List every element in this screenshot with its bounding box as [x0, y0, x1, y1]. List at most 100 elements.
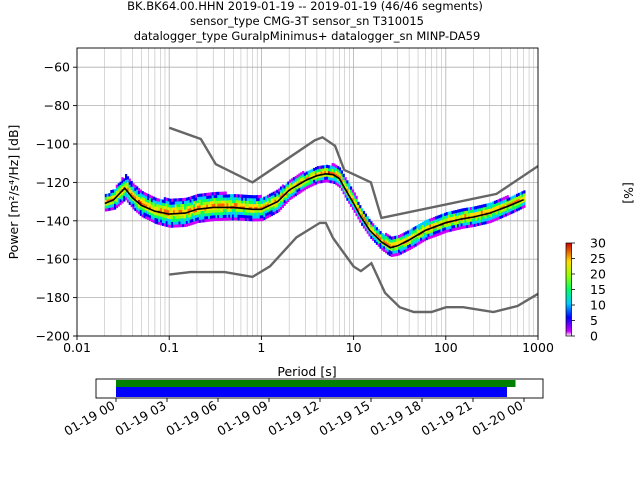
- histogram-cell: [353, 209, 356, 213]
- histogram-cell: [342, 176, 345, 180]
- histogram-cell: [187, 202, 190, 206]
- histogram-cell: [434, 230, 437, 234]
- histogram-cell: [276, 189, 279, 193]
- histogram-cell: [150, 195, 154, 199]
- histogram-cell: [128, 184, 131, 188]
- histogram-cell: [208, 212, 211, 216]
- histogram-cell: [235, 197, 238, 201]
- histogram-cell: [333, 180, 336, 184]
- histogram-cell: [147, 208, 150, 212]
- histogram-cell: [257, 215, 260, 219]
- histogram-cell: [385, 235, 388, 239]
- histogram-cell: [200, 193, 203, 197]
- histogram-cell: [147, 202, 150, 206]
- histogram-cell: [296, 180, 299, 184]
- histogram-cell: [346, 183, 349, 187]
- histogram-cell: [335, 173, 338, 177]
- histogram-cell: [495, 205, 498, 209]
- histogram-cell: [386, 237, 390, 241]
- histogram-cell: [298, 187, 301, 191]
- histogram-cell: [361, 211, 364, 215]
- histogram-cell: [296, 177, 299, 181]
- histogram-cell: [490, 208, 493, 212]
- histogram-cell: [440, 231, 443, 235]
- histogram-cell: [154, 220, 157, 224]
- histogram-cell: [305, 171, 308, 175]
- histogram-cell: [508, 203, 511, 207]
- histogram-cell: [490, 213, 493, 218]
- histogram-cell: [215, 209, 218, 213]
- histogram-cell: [455, 210, 458, 214]
- histogram-cell: [315, 181, 318, 185]
- histogram-cell: [185, 200, 189, 204]
- histogram-cell: [139, 195, 142, 199]
- histogram-cell: [357, 201, 360, 205]
- histogram-cell: [217, 203, 220, 207]
- histogram-cell: [130, 189, 133, 193]
- histogram-cell: [233, 214, 236, 218]
- histogram-cell: [263, 214, 266, 218]
- histogram-cell: [307, 185, 310, 189]
- histogram-cell: [143, 215, 146, 219]
- histogram-cell: [436, 215, 439, 219]
- histogram-cell: [471, 218, 474, 222]
- histogram-cell: [457, 215, 460, 219]
- histogram-cell: [222, 194, 225, 198]
- histogram-cell: [462, 214, 465, 218]
- histogram-cell: [193, 203, 196, 207]
- histogram-cell: [198, 219, 201, 223]
- colorbar-label: [%]: [621, 182, 636, 204]
- histogram-cell: [480, 216, 484, 220]
- histogram-cell: [379, 242, 382, 246]
- histogram-cell: [423, 223, 426, 227]
- histogram-cell: [479, 222, 482, 226]
- histogram-cell: [396, 247, 399, 251]
- figure-title: BK.BK64.00.HHN 2019-01-19 -- 2019-01-19 …: [127, 0, 483, 43]
- histogram-cell: [176, 206, 179, 211]
- histogram-cell: [466, 207, 469, 211]
- histogram-cell: [340, 179, 343, 183]
- histogram-cell: [145, 193, 148, 197]
- histogram-cell: [121, 197, 124, 201]
- histogram-cell: [501, 214, 504, 219]
- histogram-cell: [145, 204, 148, 208]
- histogram-cell: [208, 218, 211, 222]
- histogram-cell: [405, 248, 408, 252]
- histogram-cell: [230, 202, 233, 206]
- histogram-cell: [130, 180, 133, 185]
- histogram-cell: [150, 198, 154, 202]
- histogram-cell: [110, 204, 113, 208]
- histogram-cell: [469, 224, 473, 228]
- histogram-cell: [143, 206, 146, 210]
- histogram-cell: [259, 203, 262, 207]
- histogram-cell: [313, 173, 316, 177]
- histogram-cell: [136, 203, 139, 207]
- histogram-cell: [261, 209, 264, 213]
- histogram-cell: [228, 208, 231, 212]
- timeline-frame: [95, 378, 544, 399]
- histogram-cell: [351, 198, 355, 202]
- histogram-cell: [305, 185, 308, 190]
- histogram-cell: [171, 215, 174, 220]
- histogram-cell: [158, 221, 161, 225]
- histogram-cell: [412, 230, 415, 234]
- histogram-cell: [521, 199, 524, 203]
- histogram-cell: [416, 228, 419, 232]
- histogram-cell: [241, 217, 244, 221]
- histogram-cell: [226, 214, 229, 218]
- histogram-cell: [292, 191, 295, 195]
- histogram-cell: [410, 239, 414, 244]
- histogram-cell: [473, 209, 476, 213]
- histogram-cell: [357, 207, 360, 211]
- histogram-cell: [219, 194, 222, 198]
- histogram-cell: [493, 200, 496, 204]
- histogram-cell: [126, 185, 130, 189]
- histogram-cell: [180, 200, 183, 205]
- histogram-cell: [335, 170, 338, 174]
- histogram-cell: [460, 223, 463, 227]
- histogram-cell: [220, 194, 224, 198]
- histogram-cell: [217, 197, 220, 201]
- histogram-cell: [220, 211, 224, 216]
- histogram-cell: [516, 202, 519, 206]
- histogram-cell: [224, 214, 227, 218]
